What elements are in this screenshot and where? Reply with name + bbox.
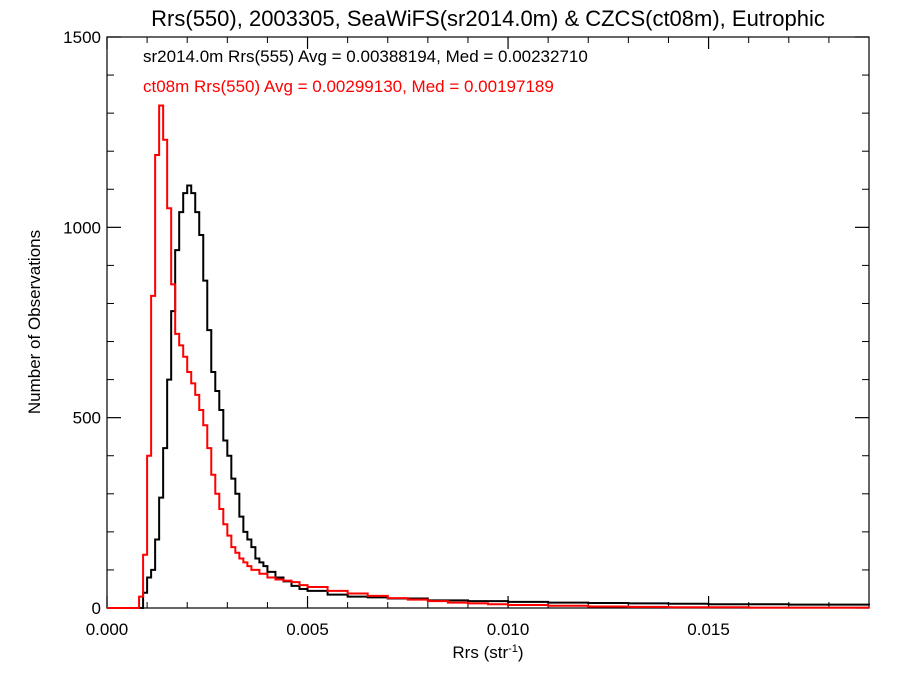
y-axis-label: Number of Observations bbox=[25, 230, 44, 414]
y-tick-label: 0 bbox=[92, 599, 101, 618]
series-line-ct08m bbox=[107, 104, 869, 609]
x-tick-label: 0.005 bbox=[286, 620, 329, 639]
chart-title: Rrs(550), 2003305, SeaWiFS(sr2014.0m) & … bbox=[151, 6, 825, 31]
x-tick-label: 0.015 bbox=[687, 620, 730, 639]
y-tick-label: 1500 bbox=[63, 28, 101, 47]
legend-entry-ct08m: ct08m Rrs(550) Avg = 0.00299130, Med = 0… bbox=[143, 77, 554, 96]
x-axis: 0.000 0.005 0.010 0.015 bbox=[86, 37, 830, 639]
x-tick-label: 0.000 bbox=[86, 620, 129, 639]
x-axis-label: Rrs (str-1) bbox=[452, 643, 523, 662]
y-axis: 0 500 1000 1500 bbox=[63, 28, 869, 618]
series-lines bbox=[107, 104, 870, 609]
plot-frame bbox=[106, 36, 870, 609]
legend-entry-sr2014: sr2014.0m Rrs(555) Avg = 0.00388194, Med… bbox=[143, 47, 588, 66]
y-tick-label: 500 bbox=[73, 409, 101, 428]
series-line-sr2014 bbox=[107, 184, 870, 609]
x-tick-label: 0.010 bbox=[487, 620, 530, 639]
y-tick-label: 1000 bbox=[63, 218, 101, 237]
